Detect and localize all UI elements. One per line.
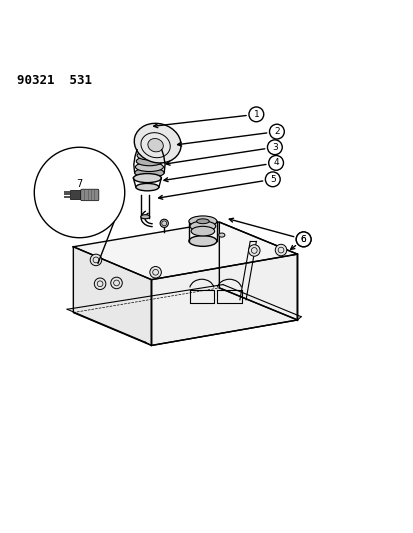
Circle shape <box>150 266 161 278</box>
Ellipse shape <box>135 163 163 172</box>
Ellipse shape <box>218 233 224 237</box>
Text: 1: 1 <box>253 110 259 119</box>
Circle shape <box>111 277 122 289</box>
Circle shape <box>90 254 102 265</box>
Circle shape <box>296 232 310 247</box>
Ellipse shape <box>147 139 163 152</box>
Ellipse shape <box>188 236 216 246</box>
Ellipse shape <box>196 219 209 224</box>
Circle shape <box>268 156 283 170</box>
Circle shape <box>94 278 106 289</box>
Ellipse shape <box>140 215 150 219</box>
Circle shape <box>269 124 284 139</box>
Circle shape <box>248 245 259 256</box>
Text: 6: 6 <box>300 235 306 244</box>
Text: 5: 5 <box>269 175 275 184</box>
Text: 3: 3 <box>271 143 277 152</box>
Polygon shape <box>73 247 151 345</box>
Circle shape <box>34 147 124 238</box>
Circle shape <box>296 232 310 247</box>
Text: 2: 2 <box>273 127 279 136</box>
Circle shape <box>267 140 282 155</box>
Text: 4: 4 <box>273 158 278 167</box>
Ellipse shape <box>137 151 161 160</box>
Ellipse shape <box>191 227 214 236</box>
Ellipse shape <box>136 157 162 166</box>
Ellipse shape <box>188 216 216 227</box>
FancyBboxPatch shape <box>81 189 99 201</box>
Ellipse shape <box>134 123 180 163</box>
Ellipse shape <box>133 174 161 183</box>
Polygon shape <box>73 222 297 280</box>
Ellipse shape <box>190 221 215 231</box>
Text: 90321  531: 90321 531 <box>17 74 92 87</box>
Circle shape <box>248 107 263 122</box>
Ellipse shape <box>135 183 159 191</box>
Polygon shape <box>219 222 297 320</box>
Ellipse shape <box>134 168 164 177</box>
Circle shape <box>275 244 286 256</box>
FancyBboxPatch shape <box>69 190 83 199</box>
Circle shape <box>265 172 280 187</box>
Text: 6: 6 <box>300 235 306 244</box>
Text: 7: 7 <box>76 179 83 189</box>
Polygon shape <box>151 254 297 345</box>
Ellipse shape <box>160 219 168 228</box>
